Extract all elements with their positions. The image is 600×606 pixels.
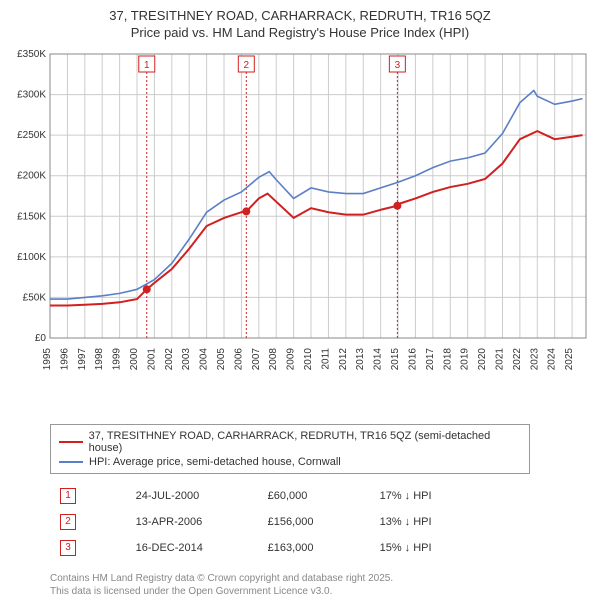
svg-text:£250K: £250K: [17, 130, 46, 141]
svg-text:2021: 2021: [494, 347, 505, 370]
sale-date: 16-DEC-2014: [128, 536, 258, 560]
svg-text:3: 3: [395, 60, 401, 71]
title-line1: 37, TRESITHNEY ROAD, CARHARRACK, REDRUTH…: [8, 8, 592, 25]
svg-text:£200K: £200K: [17, 170, 46, 181]
svg-text:2024: 2024: [547, 347, 558, 370]
svg-text:£100K: £100K: [17, 252, 46, 263]
chart-area: £0 £50K £100K £150K £200K £250K £300K £350K 1995…: [8, 48, 592, 418]
title-line2: Price paid vs. HM Land Registry's House …: [8, 25, 592, 42]
svg-text:2004: 2004: [199, 347, 210, 370]
svg-text:2015: 2015: [390, 347, 401, 370]
sale-delta: 17% ↓ HPI: [372, 484, 528, 508]
svg-text:2025: 2025: [564, 347, 575, 370]
svg-text:1996: 1996: [59, 347, 70, 370]
svg-text:£150K: £150K: [17, 211, 46, 222]
svg-text:2016: 2016: [407, 347, 418, 370]
svg-text:2008: 2008: [268, 347, 279, 370]
svg-text:£350K: £350K: [17, 49, 46, 60]
svg-text:1999: 1999: [112, 347, 123, 370]
svg-text:£0: £0: [35, 333, 47, 344]
svg-text:2013: 2013: [355, 347, 366, 370]
legend: 37, TRESITHNEY ROAD, CARHARRACK, REDRUTH…: [50, 424, 530, 474]
chart-title: 37, TRESITHNEY ROAD, CARHARRACK, REDRUTH…: [8, 8, 592, 42]
svg-text:2003: 2003: [181, 347, 192, 370]
svg-text:2017: 2017: [425, 347, 436, 370]
sale-delta: 15% ↓ HPI: [372, 536, 528, 560]
footer: Contains HM Land Registry data © Crown c…: [50, 572, 592, 598]
legend-row: HPI: Average price, semi-detached house,…: [59, 455, 521, 469]
svg-text:1995: 1995: [42, 347, 53, 370]
legend-label: 37, TRESITHNEY ROAD, CARHARRACK, REDRUTH…: [89, 430, 521, 454]
footer-line2: This data is licensed under the Open Gov…: [50, 585, 592, 598]
line-chart: £0 £50K £100K £150K £200K £250K £300K £350K 1995…: [8, 48, 592, 418]
sale-price: £60,000: [260, 484, 370, 508]
svg-text:2001: 2001: [146, 347, 157, 370]
sale-date: 13-APR-2006: [128, 510, 258, 534]
marker-badge: 3: [60, 540, 76, 556]
marker-badge: 2: [60, 514, 76, 530]
svg-text:2023: 2023: [529, 347, 540, 370]
svg-text:1998: 1998: [94, 347, 105, 370]
svg-text:2009: 2009: [286, 347, 297, 370]
svg-text:2010: 2010: [303, 347, 314, 370]
svg-text:£300K: £300K: [17, 89, 46, 100]
svg-text:2019: 2019: [460, 347, 471, 370]
table-row: 3 16-DEC-2014£163,00015% ↓ HPI: [52, 536, 528, 560]
svg-text:2011: 2011: [320, 347, 331, 369]
table-row: 1 24-JUL-2000£60,00017% ↓ HPI: [52, 484, 528, 508]
sales-table: 1 24-JUL-2000£60,00017% ↓ HPI 2 13-APR-2006…: [50, 482, 530, 562]
legend-swatch: [59, 461, 83, 463]
sale-price: £163,000: [260, 536, 370, 560]
legend-label: HPI: Average price, semi-detached house,…: [89, 456, 341, 468]
sale-delta: 13% ↓ HPI: [372, 510, 528, 534]
svg-text:1: 1: [144, 60, 150, 71]
svg-text:2014: 2014: [373, 347, 384, 370]
svg-text:2012: 2012: [338, 347, 349, 370]
svg-text:2005: 2005: [216, 347, 227, 370]
svg-text:2007: 2007: [251, 347, 262, 370]
sale-date: 24-JUL-2000: [128, 484, 258, 508]
footer-line1: Contains HM Land Registry data © Crown c…: [50, 572, 592, 585]
svg-text:2022: 2022: [512, 347, 523, 370]
table-row: 2 13-APR-2006£156,00013% ↓ HPI: [52, 510, 528, 534]
svg-text:2002: 2002: [164, 347, 175, 370]
sale-price: £156,000: [260, 510, 370, 534]
legend-row: 37, TRESITHNEY ROAD, CARHARRACK, REDRUTH…: [59, 429, 521, 455]
svg-text:2: 2: [244, 60, 250, 71]
svg-text:2006: 2006: [233, 347, 244, 370]
marker-badge: 1: [60, 488, 76, 504]
svg-text:2000: 2000: [129, 347, 140, 370]
svg-text:2020: 2020: [477, 347, 488, 370]
svg-text:1997: 1997: [77, 347, 88, 370]
legend-swatch: [59, 441, 83, 443]
svg-text:2018: 2018: [442, 347, 453, 370]
svg-text:£50K: £50K: [23, 292, 47, 303]
